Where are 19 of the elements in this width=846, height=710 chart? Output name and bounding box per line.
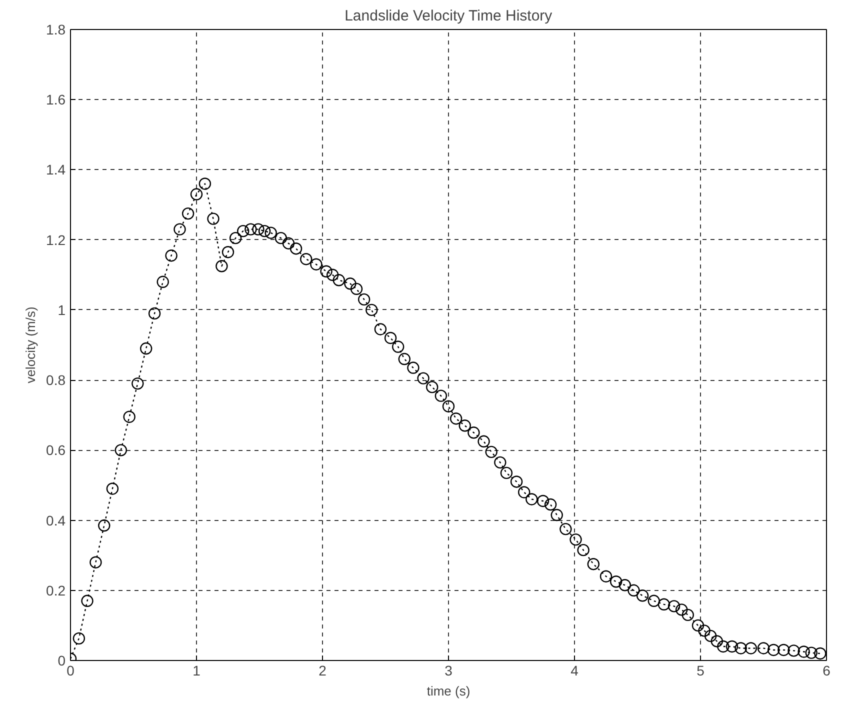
y-tick-label: 0.4 — [46, 512, 66, 528]
x-tick-label: 4 — [570, 662, 579, 678]
x-axis-title: time (s) — [426, 684, 470, 698]
y-tick-label: 1.2 — [46, 232, 66, 248]
y-tick-label: 0.2 — [46, 582, 66, 598]
y-tick-label: 1.8 — [46, 22, 66, 38]
x-tick-label: 5 — [696, 662, 705, 678]
y-tick-label: 1.6 — [46, 92, 66, 108]
chart-title: Landslide Velocity Time History — [344, 8, 553, 24]
y-tick-label: 1 — [58, 302, 66, 318]
y-axis-title: velocity (m/s) — [23, 306, 38, 384]
y-tick-label: 1.4 — [46, 162, 66, 178]
x-tick-label: 3 — [444, 662, 453, 678]
y-tick-label: 0.6 — [46, 442, 66, 458]
y-tick-label: 0 — [58, 652, 66, 668]
y-tick-label: 0.8 — [46, 372, 66, 388]
x-tick-label: 6 — [822, 662, 831, 678]
x-tick-label: 2 — [318, 662, 327, 678]
x-tick-label: 1 — [192, 662, 201, 678]
